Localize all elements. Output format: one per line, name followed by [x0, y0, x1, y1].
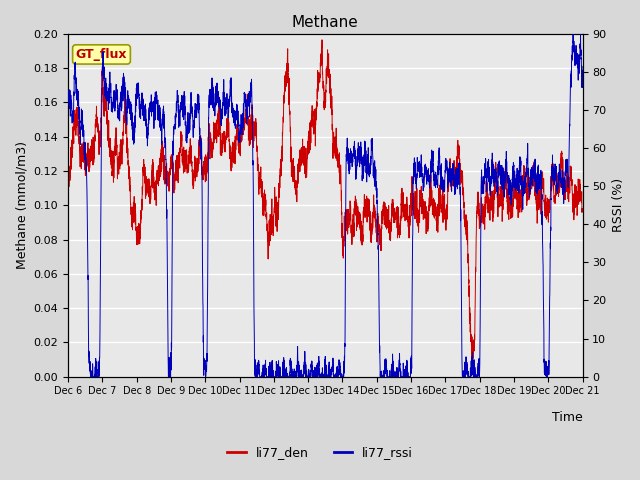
Y-axis label: Methane (mmol/m3): Methane (mmol/m3): [15, 141, 28, 269]
Title: Methane: Methane: [292, 15, 358, 30]
Text: GT_flux: GT_flux: [76, 48, 127, 61]
Legend: li77_den, li77_rssi: li77_den, li77_rssi: [222, 441, 418, 464]
X-axis label: Time: Time: [552, 411, 582, 424]
Y-axis label: RSSI (%): RSSI (%): [612, 178, 625, 232]
